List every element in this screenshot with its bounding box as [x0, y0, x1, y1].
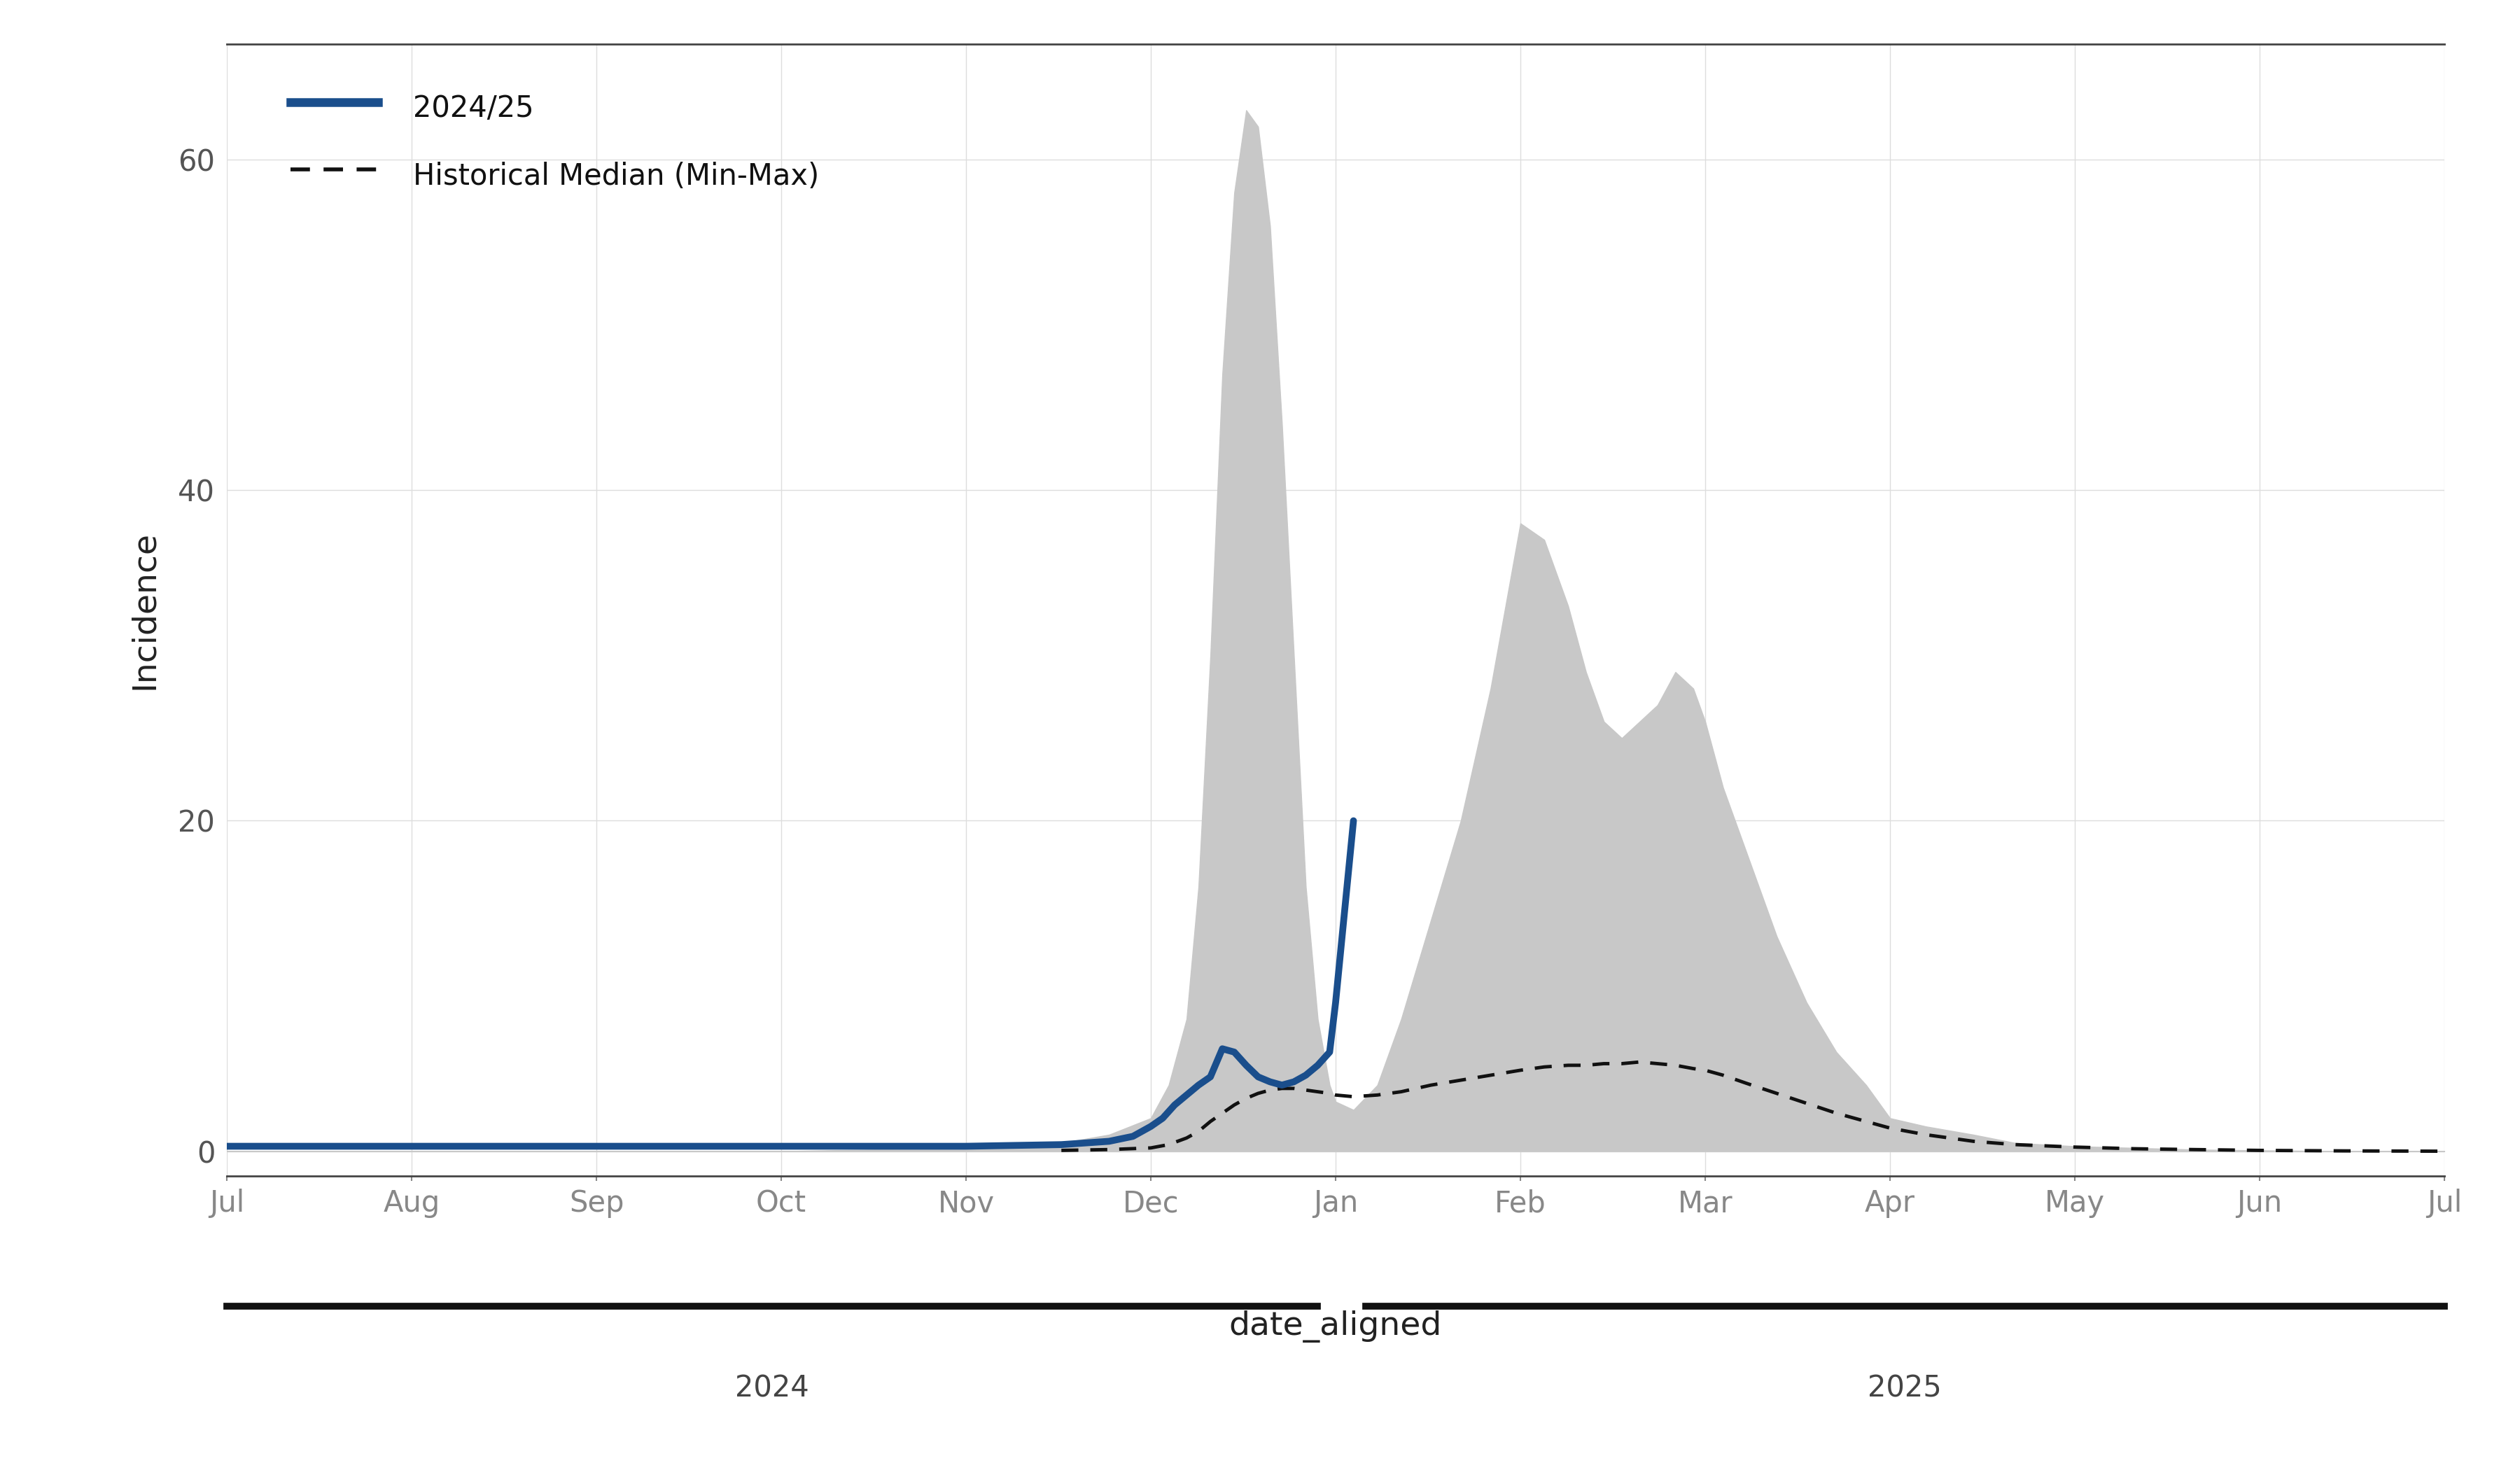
Text: 2024: 2024	[736, 1374, 809, 1404]
Text: 2025: 2025	[1867, 1374, 1943, 1404]
Y-axis label: Incidence: Incidence	[129, 531, 161, 689]
X-axis label: date_aligned: date_aligned	[1230, 1310, 1441, 1342]
Legend: 2024/25, Historical Median (Min-Max): 2024/25, Historical Median (Min-Max)	[290, 87, 819, 196]
